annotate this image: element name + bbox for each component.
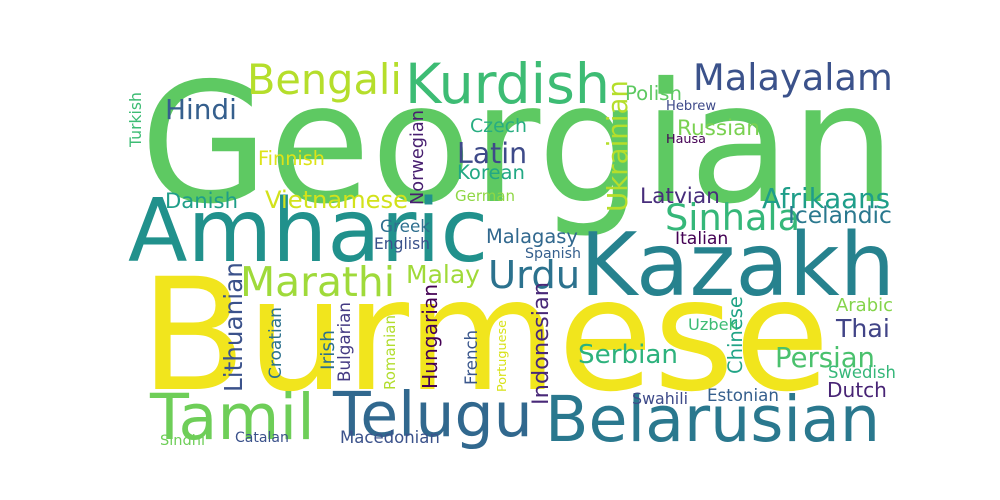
word-urdu: Urdu (488, 253, 581, 298)
word-french: French (462, 329, 481, 385)
word-german: German (455, 187, 516, 205)
word-swedish: Swedish (828, 363, 896, 382)
word-georgian: Georgian (140, 48, 896, 241)
word-uzbek: Uzbek (688, 315, 738, 334)
word-danish: Danish (165, 188, 238, 213)
word-icelandic: Icelandic (788, 201, 892, 229)
word-hindi: Hindi (165, 93, 237, 126)
word-turkish: Turkish (126, 92, 145, 147)
word-dutch: Dutch (827, 378, 887, 402)
word-portuguese: Portuguese (495, 320, 510, 392)
word-macedonian: Macedonian (340, 428, 440, 447)
word-italian: Italian (675, 229, 729, 249)
word-marathi: Marathi (240, 258, 396, 306)
word-polish: Polish (625, 82, 682, 105)
word-afrikaans: Afrikaans (762, 182, 891, 215)
word-latvian: Latvian (640, 184, 720, 209)
word-arabic: Arabic (836, 295, 893, 316)
word-norwegian: Norwegian (408, 110, 428, 205)
word-czech: Czech (470, 115, 527, 137)
word-malagasy: Malagasy (486, 225, 578, 248)
word-bengali: Bengali (247, 56, 402, 104)
word-russian: Russian (677, 116, 760, 141)
word-kurdish: Kurdish (405, 53, 611, 117)
word-english: English (374, 235, 430, 253)
word-tamil: Tamil (150, 381, 315, 455)
word-greek: Greek (380, 216, 431, 236)
word-sindhi: Sindhi (160, 432, 205, 449)
word-sinhala: Sinhala (665, 196, 801, 239)
word-catalan: Catalan (235, 430, 289, 446)
word-vietnamese: Vietnamese (265, 186, 408, 214)
word-korean: Korean (457, 161, 525, 184)
word-burmese: Burmese (140, 245, 830, 426)
word-hausa: Hausa (666, 132, 706, 147)
word-estonian: Estonian (707, 386, 779, 405)
word-serbian: Serbian (578, 340, 678, 370)
word-indonesian: Indonesian (528, 282, 554, 405)
word-amharic: Amharic (128, 180, 489, 282)
word-kazakh: Kazakh (580, 214, 896, 316)
word-malayalam: Malayalam (693, 56, 893, 99)
word-finnish: Finnish (258, 147, 325, 170)
word-thai: Thai (836, 314, 890, 343)
word-hebrew: Hebrew (666, 99, 717, 114)
word-latin: Latin (457, 137, 528, 170)
word-belarusian: Belarusian (545, 382, 881, 456)
word-telugu: Telugu (333, 379, 533, 451)
word-spanish: Spanish (525, 246, 581, 262)
word-malay: Malay (406, 260, 480, 289)
word-hungarian: Hungarian (418, 283, 442, 389)
word-persian: Persian (775, 343, 875, 374)
word-croatian: Croatian (266, 307, 286, 379)
word-swahili: Swahili (632, 389, 689, 408)
word-irish: Irish (318, 330, 339, 370)
word-romanian: Romanian (381, 315, 399, 390)
word-chinese: Chinese (724, 296, 747, 374)
word-lithuanian: Lithuanian (219, 262, 248, 392)
